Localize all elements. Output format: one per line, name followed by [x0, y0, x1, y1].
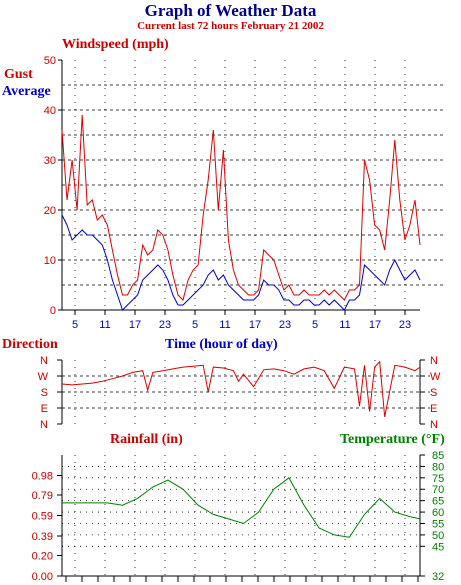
direction-left-label: S	[41, 387, 48, 399]
direction-left-label: N	[40, 419, 48, 431]
x-tick-label: 17	[369, 319, 381, 331]
temp-tick-label: 32	[432, 571, 444, 583]
direction-left-label: W	[38, 371, 49, 383]
gust-legend-label: Gust	[4, 67, 33, 82]
rain-tick-label: 0.20	[32, 550, 53, 562]
x-tick-label: 5	[72, 319, 78, 331]
x-tick-label: 11	[219, 319, 230, 331]
x-tick-label: 17	[129, 319, 141, 331]
direction-right-label: E	[430, 403, 437, 415]
temp-tick-label: 65	[432, 496, 444, 508]
direction-right-label: W	[430, 371, 441, 383]
direction-right-label: N	[430, 419, 438, 431]
x-tick-label: 23	[159, 319, 171, 331]
x-tick-label: 23	[279, 319, 291, 331]
windspeed-axis-label: Windspeed (mph)	[62, 37, 169, 52]
direction-series-line	[61, 360, 421, 417]
y-tick-label: 20	[44, 205, 56, 217]
y-tick-label: 50	[44, 55, 56, 67]
temp-tick-label: 70	[432, 484, 444, 496]
temperature-axis-label: Temperature (°F)	[340, 432, 445, 447]
rainfall-axis-label: Rainfall (in)	[110, 432, 183, 447]
rain-tick-label: 0.59	[32, 511, 53, 523]
chart-title: Graph of Weather Data	[144, 1, 317, 20]
temp-tick-label: 75	[432, 473, 444, 485]
x-tick-label: 5	[312, 319, 318, 331]
average-legend-label: Average	[2, 84, 51, 99]
temp-tick-label: 50	[432, 530, 444, 542]
rain-tick-label: 0.79	[32, 490, 53, 502]
temperature-series-line	[62, 477, 421, 538]
direction-right-label: N	[430, 355, 438, 367]
direction-left-label: N	[40, 355, 48, 367]
direction-chart: N NE ES SW WN N	[38, 355, 441, 431]
temp-tick-label: 55	[432, 518, 444, 530]
y-tick-label: 30	[44, 155, 56, 167]
average-series-line	[61, 214, 421, 311]
time-axis-label: Time (hour of day)	[165, 337, 278, 352]
direction-left-label: E	[41, 403, 48, 415]
gust-series-line	[61, 114, 421, 301]
temp-tick-label: 85	[432, 450, 444, 462]
x-tick-label: 23	[399, 319, 411, 331]
chart-subtitle: Current last 72 hours February 21 2002	[137, 20, 324, 32]
temp-tick-label: 45	[432, 541, 444, 553]
x-tick-label: 11	[339, 319, 350, 331]
windspeed-chart: 0 10 20 30 40 50 5 11 17 23 5 11 17 23 5 11 17 23	[44, 55, 445, 331]
direction-right-label: S	[430, 387, 437, 399]
x-tick-label: 11	[99, 319, 110, 331]
x-tick-label: 17	[249, 319, 261, 331]
temp-tick-label: 60	[432, 507, 444, 519]
y-tick-label: 40	[44, 105, 56, 117]
temp-tick-label: 80	[432, 461, 444, 473]
rainfall-temperature-chart: 0.00 0.20 0.39 0.59 0.79 0.98 32 45505560657075…	[32, 450, 445, 583]
y-tick-label: 10	[44, 255, 56, 267]
rain-tick-label: 0.00	[32, 571, 53, 583]
rain-tick-label: 0.39	[32, 531, 53, 543]
direction-axis-label: Direction	[2, 337, 58, 352]
rain-tick-label: 0.98	[32, 471, 53, 483]
x-tick-label: 5	[192, 319, 198, 331]
y-tick-label: 0	[50, 305, 56, 317]
